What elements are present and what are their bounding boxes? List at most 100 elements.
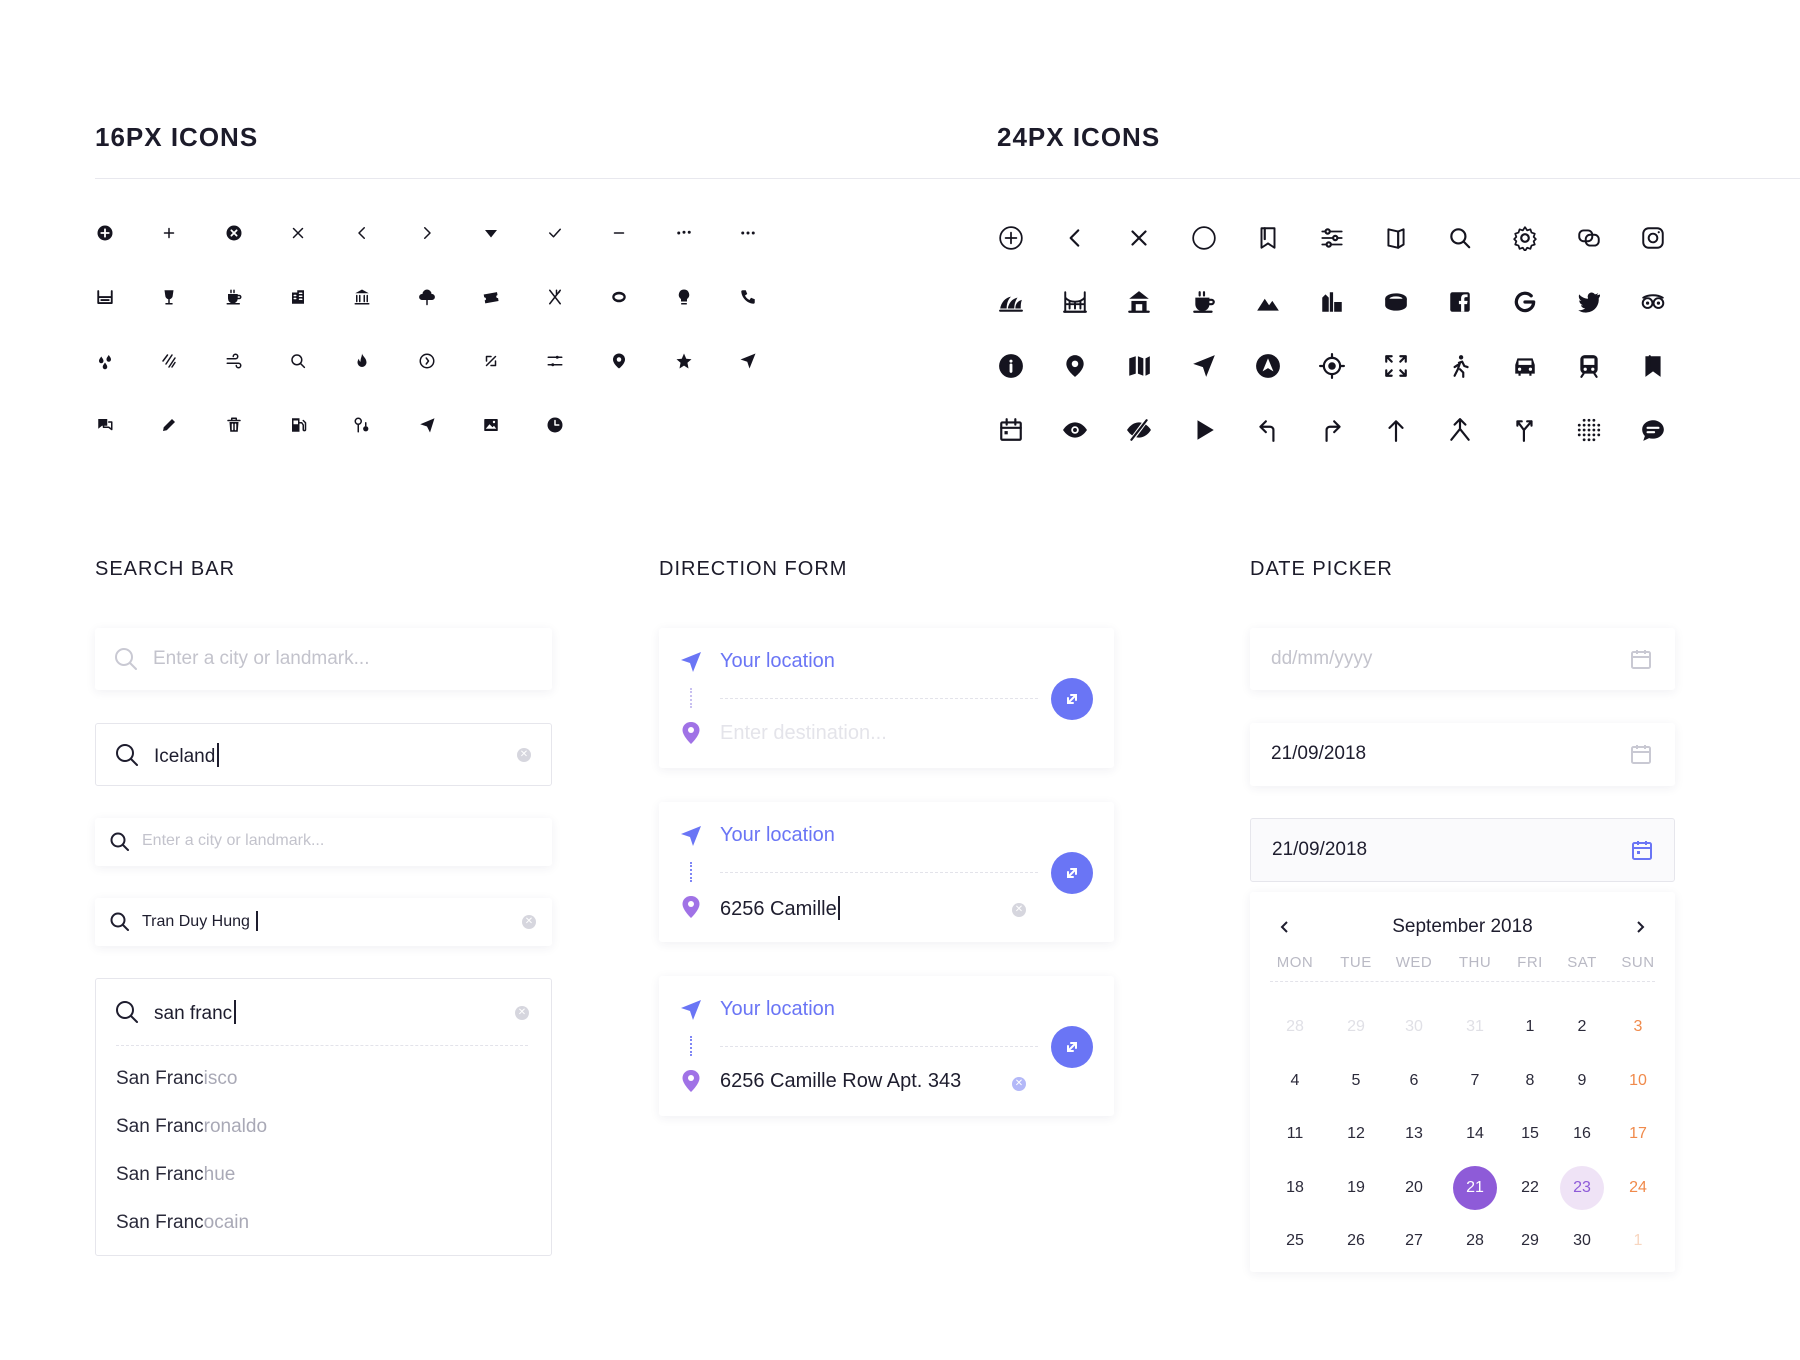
calendar-day[interactable]: 27 — [1405, 1232, 1423, 1249]
prev-month-button[interactable] — [1270, 912, 1300, 942]
search-input[interactable]: Tran Duy Hung — [142, 911, 258, 931]
clear-icon[interactable]: ✕ — [1012, 903, 1026, 917]
date-input-active[interactable]: 21/09/2018 — [1250, 818, 1675, 882]
swap-button[interactable] — [1051, 1026, 1093, 1068]
destination-field[interactable]: 6256 Camille — [720, 896, 840, 921]
fullscreen-icon — [1376, 346, 1416, 386]
suggestion-item[interactable]: San Francisco — [116, 1068, 238, 1089]
calendar-day[interactable]: 28 — [1466, 1232, 1484, 1249]
search-bar-empty[interactable]: Enter a city or landmark... — [95, 628, 552, 690]
calendar-day[interactable]: 2 — [1577, 1018, 1587, 1035]
plus-icon — [149, 213, 189, 253]
chevron-left-icon — [342, 213, 382, 253]
date-input[interactable]: dd/mm/yyyy — [1271, 648, 1373, 669]
weekday-label: THU — [1458, 954, 1492, 971]
calendar-icon[interactable] — [1630, 648, 1652, 675]
divider — [720, 1046, 1038, 1047]
search-bar-title: SEARCH BAR — [95, 558, 236, 580]
calendar-day[interactable]: 3 — [1633, 1018, 1643, 1035]
calendar-day[interactable]: 13 — [1405, 1125, 1423, 1142]
suggestion-item[interactable]: San Francronaldo — [116, 1116, 268, 1137]
calendar-day[interactable]: 15 — [1521, 1125, 1539, 1142]
search-icon — [109, 911, 131, 938]
search-icon — [1440, 218, 1480, 258]
destination-field[interactable]: 6256 Camille Row Apt. 343 — [720, 1070, 962, 1092]
calendar-day[interactable]: 1 — [1525, 1018, 1535, 1035]
calendar-day[interactable]: 7 — [1470, 1071, 1480, 1089]
calendar-day[interactable]: 24 — [1629, 1178, 1647, 1196]
calendar-day[interactable]: 26 — [1347, 1232, 1365, 1249]
calendar-day[interactable]: 25 — [1286, 1232, 1304, 1249]
settings-icon — [1505, 218, 1545, 258]
calendar-day[interactable]: 22 — [1521, 1178, 1539, 1196]
calendar-icon[interactable] — [1631, 839, 1653, 866]
weekday-label: FRI — [1517, 954, 1543, 971]
search-input[interactable]: san franc — [154, 1000, 237, 1025]
calendar-day[interactable]: 17 — [1629, 1125, 1647, 1142]
calendar-day[interactable]: 8 — [1525, 1071, 1535, 1089]
calendar-day[interactable]: 29 — [1347, 1018, 1365, 1035]
origin-field[interactable]: Your location — [720, 824, 835, 846]
calendar-day[interactable]: 9 — [1577, 1071, 1587, 1089]
next-month-button[interactable] — [1625, 912, 1655, 942]
calendar-day[interactable]: 5 — [1351, 1071, 1361, 1089]
clear-icon[interactable]: ✕ — [522, 915, 536, 929]
date-input[interactable]: 21/09/2018 — [1271, 743, 1367, 764]
search-bar-small-empty[interactable]: Enter a city or landmark... — [95, 818, 552, 866]
divider — [720, 872, 1038, 873]
swap-button[interactable] — [1051, 678, 1093, 720]
weekday-label: WED — [1395, 954, 1433, 971]
location-pin-icon — [599, 341, 639, 381]
clear-icon[interactable]: ✕ — [515, 1006, 529, 1020]
train-icon — [1569, 346, 1609, 386]
calendar-day[interactable]: 16 — [1573, 1125, 1591, 1142]
clear-icon[interactable]: ✕ — [1012, 1077, 1026, 1091]
origin-field[interactable]: Your location — [720, 998, 835, 1020]
calendar-day[interactable]: 10 — [1629, 1071, 1647, 1089]
calendar-day[interactable]: 20 — [1405, 1178, 1423, 1196]
calendar-day[interactable]: 23 — [1560, 1165, 1604, 1210]
destination-field[interactable]: Enter destination... — [720, 722, 887, 744]
suggestion-item[interactable]: San Francocain — [116, 1212, 250, 1233]
calendar-day[interactable]: 21 — [1453, 1165, 1497, 1210]
weekday-label: SUN — [1621, 954, 1655, 971]
location-pin-icon — [681, 1069, 701, 1098]
origin-field[interactable]: Your location — [720, 650, 835, 672]
search-autocomplete: san franc ✕ San Francisco San Francronal… — [95, 978, 552, 1256]
dots-grid-icon — [1569, 410, 1609, 450]
calendar-day[interactable]: 28 — [1286, 1018, 1304, 1035]
calendar-day[interactable]: 14 — [1466, 1125, 1484, 1142]
search-input[interactable]: Enter a city or landmark... — [142, 832, 325, 849]
calendar-day[interactable]: 29 — [1521, 1232, 1539, 1249]
suggestion-item[interactable]: San Franchue — [116, 1164, 236, 1185]
clear-icon[interactable]: ✕ — [517, 748, 531, 762]
calendar-day[interactable]: 11 — [1286, 1125, 1304, 1142]
date-input[interactable]: 21/09/2018 — [1272, 839, 1368, 860]
stadium-icon — [1376, 282, 1416, 322]
calendar-day[interactable]: 1 — [1633, 1232, 1643, 1249]
month-label: September 2018 — [1392, 916, 1533, 937]
play-icon — [1184, 410, 1224, 450]
time-icon — [535, 405, 575, 445]
calendar-day[interactable]: 18 — [1286, 1178, 1304, 1196]
calendar-icon[interactable] — [1630, 743, 1652, 770]
date-input-empty[interactable]: dd/mm/yyyy — [1250, 628, 1675, 690]
direction-form-typing: Your location 6256 Camille ✕ — [659, 802, 1114, 942]
image-icon — [471, 405, 511, 445]
calendar-day[interactable]: 30 — [1573, 1232, 1591, 1249]
calendar-day[interactable]: 19 — [1347, 1178, 1365, 1196]
fire-icon — [342, 341, 382, 381]
search-bar-small-filled[interactable]: Tran Duy Hung ✕ — [95, 898, 552, 946]
search-input[interactable]: Enter a city or landmark... — [153, 648, 370, 669]
calendar-day[interactable]: 31 — [1466, 1018, 1484, 1035]
ellipsis-icon — [728, 213, 768, 253]
calendar-day[interactable]: 4 — [1290, 1071, 1300, 1089]
calendar-day[interactable]: 30 — [1405, 1018, 1423, 1035]
rain-icon — [149, 341, 189, 381]
date-input-filled[interactable]: 21/09/2018 — [1250, 723, 1675, 786]
search-input[interactable]: Iceland — [154, 743, 220, 768]
swap-button[interactable] — [1051, 852, 1093, 894]
calendar-day[interactable]: 12 — [1347, 1125, 1365, 1142]
calendar-day[interactable]: 6 — [1409, 1071, 1419, 1089]
search-bar-filled[interactable]: Iceland ✕ — [95, 723, 552, 786]
